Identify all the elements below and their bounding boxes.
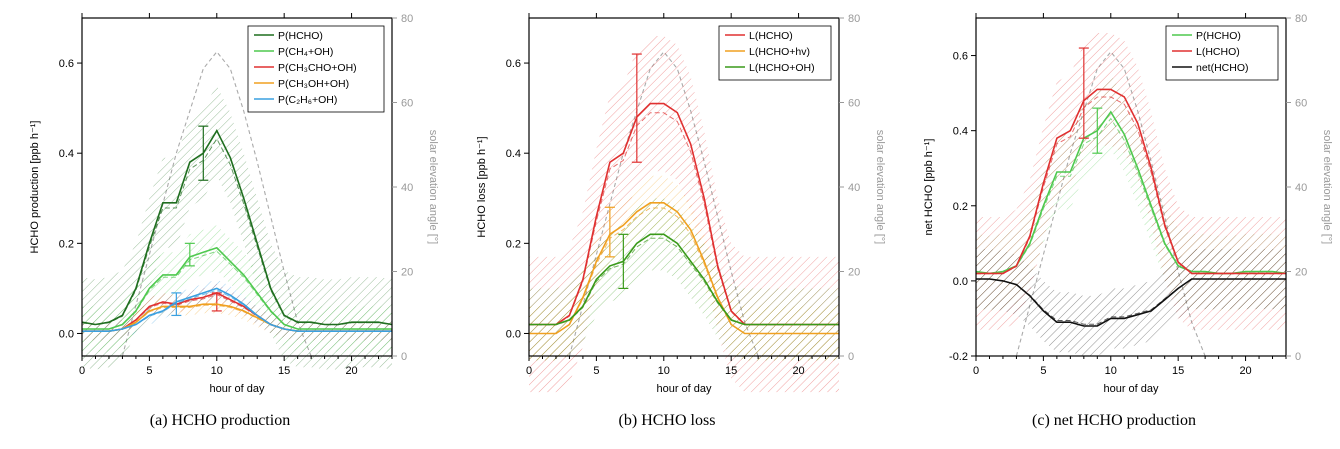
caption-c: (c) net HCHO production	[1032, 412, 1196, 429]
x-tick-label: 20	[345, 365, 357, 377]
x-axis-label: hour of day	[656, 383, 712, 395]
panel-c: 0 5 10 15 20 -0.2 0.0 0.2 0.4 0.6 0 20 40 60 80 hour of…	[894, 0, 1334, 449]
y2-axis-label: solar elevation angle [°]	[1321, 130, 1333, 244]
series-line	[529, 202, 839, 335]
y-axis-label: HCHO loss [ppb h⁻¹]	[476, 136, 488, 237]
series-line	[82, 246, 392, 330]
y-tick-label: 0.2	[506, 238, 521, 250]
series-line	[82, 287, 392, 332]
y2-tick-label: 40	[848, 182, 860, 194]
x-tick-label: 5	[146, 365, 152, 377]
chart-hcho-loss: 0 5 10 15 20 0.0 0.2 0.4 0.6 0 20 40 60 80 hour of day…	[476, 13, 886, 395]
y2-axis-label: solar elevation angle [°]	[427, 130, 439, 244]
legend-label: L(HCHO+hv)	[749, 46, 810, 58]
y2-tick-label: 0	[848, 351, 854, 363]
y-tick-label: 0.4	[59, 148, 74, 160]
series-band	[82, 225, 392, 352]
legend-label: L(HCHO+OH)	[749, 62, 815, 74]
y2-tick-label: 40	[1295, 182, 1307, 194]
y2-tick-label: 20	[848, 267, 860, 279]
y-tick-label: 0.6	[506, 58, 521, 70]
series-band	[82, 85, 392, 370]
y2-tick-label: 40	[401, 182, 413, 194]
chart-hcho-production: 0 5 10 15 20 0.0 0.2 0.4 0.6 0 20 40 60 80 hour of day…	[29, 13, 439, 395]
x-tick-label: 5	[1040, 365, 1046, 377]
x-tick-label: 15	[725, 365, 737, 377]
legend-label: P(CH₃OH+OH)	[278, 78, 349, 90]
y2-tick-label: 60	[848, 98, 860, 110]
y2-tick-label: 80	[1295, 13, 1307, 25]
x-tick-label: 0	[973, 365, 979, 377]
y-tick-label: 0.2	[953, 201, 968, 213]
series-dashed-line	[82, 304, 392, 332]
y2-tick-label: 60	[1295, 98, 1307, 110]
legend-box	[247, 25, 385, 113]
x-tick-label: 10	[658, 365, 670, 377]
y-axis-label: net HCHO [ppb h⁻¹]	[923, 139, 935, 236]
x-axis-label: hour of day	[1103, 383, 1159, 395]
y-tick-label: 0.0	[953, 276, 968, 288]
x-tick-label: 0	[79, 365, 85, 377]
y-tick-label: 0.4	[953, 126, 968, 138]
y-tick-label: 0.2	[59, 238, 74, 250]
panel-b: 0 5 10 15 20 0.0 0.2 0.4 0.6 0 20 40 60 80 hour of day…	[447, 0, 887, 449]
series-line	[529, 233, 839, 326]
y-tick-label: 0.6	[59, 58, 74, 70]
series-band	[529, 198, 839, 361]
y2-tick-label: 20	[1295, 267, 1307, 279]
x-tick-label: 10	[211, 365, 223, 377]
series-line	[81, 129, 393, 326]
legend-label: net(HCHO)	[1196, 62, 1249, 74]
caption-a: (a) HCHO production	[149, 412, 291, 429]
legend-label: P(CH₃CHO+OH)	[278, 62, 357, 74]
legend-label: P(C₂H₆+OH)	[278, 94, 337, 106]
y2-axis-label: solar elevation angle [°]	[874, 130, 886, 244]
y-tick-label: 0.0	[506, 328, 521, 340]
y2-tick-label: 20	[401, 267, 413, 279]
y2-tick-label: 80	[848, 13, 860, 25]
series-line	[976, 278, 1286, 327]
x-tick-label: 10	[1105, 365, 1117, 377]
y2-tick-label: 0	[1295, 351, 1301, 363]
series-dashed-line	[976, 278, 1286, 325]
y-tick-label: 0.4	[506, 148, 521, 160]
series-band	[82, 279, 392, 341]
chart-net-hcho: 0 5 10 15 20 -0.2 0.0 0.2 0.4 0.6 0 20 40 60 80 hour of…	[923, 13, 1333, 395]
y2-tick-label: 80	[401, 13, 413, 25]
panel-a: 0 5 10 15 20 0.0 0.2 0.4 0.6 0 20 40 60 80 hour of day…	[0, 0, 440, 449]
x-axis-label: hour of day	[209, 383, 265, 395]
y-tick-label: 0.0	[59, 328, 74, 340]
y-axis-label: HCHO production [ppb h⁻¹]	[29, 121, 41, 254]
x-tick-label: 15	[1172, 365, 1184, 377]
caption-b: (b) HCHO loss	[618, 412, 716, 429]
y2-tick-label: 60	[401, 98, 413, 110]
y-tick-label: -0.2	[949, 351, 968, 363]
legend-label: P(HCHO)	[1196, 30, 1241, 42]
x-tick-label: 0	[526, 365, 532, 377]
x-tick-label: 20	[1239, 365, 1251, 377]
x-tick-label: 15	[278, 365, 290, 377]
y2-tick-label: 0	[401, 351, 407, 363]
legend-label: P(CH₄+OH)	[278, 46, 333, 58]
y-tick-label: 0.6	[953, 51, 968, 63]
series-line	[976, 88, 1286, 275]
legend-label: L(HCHO)	[749, 30, 793, 42]
x-tick-label: 20	[792, 365, 804, 377]
legend-label: L(HCHO)	[1196, 46, 1240, 58]
legend-label: P(HCHO)	[278, 30, 323, 42]
x-tick-label: 5	[593, 365, 599, 377]
series-band	[976, 249, 1286, 356]
